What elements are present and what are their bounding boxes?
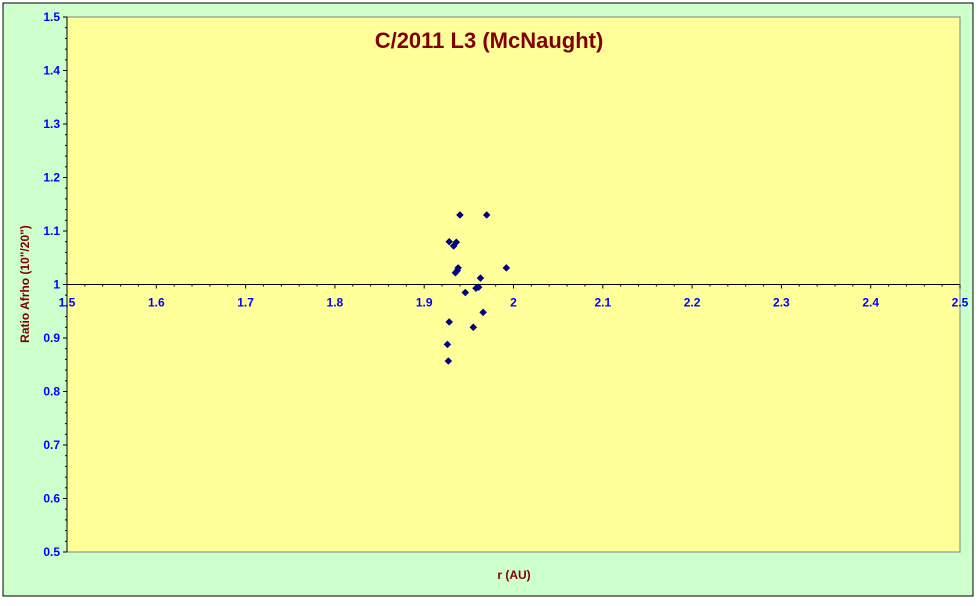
x-tick-label: 1.5 (59, 296, 76, 310)
x-tick-label: 2 (510, 296, 517, 310)
data-point (456, 211, 464, 219)
data-point (454, 264, 462, 272)
x-tick-label: 1.8 (327, 296, 344, 310)
data-point (445, 318, 454, 326)
y-tick-label: 1.4 (43, 64, 60, 78)
x-tick-label: 2.5 (952, 296, 969, 310)
x-tick-label: 2.1 (594, 296, 611, 310)
data-point (479, 308, 487, 317)
data-point (476, 274, 485, 282)
data-points (443, 211, 511, 365)
ticks: 0.5 0.6 0.7 0.8 0.9 1 1.1 1.2 1.3 1.4 1.5 1.5 1.6 1.7… (43, 10, 968, 559)
x-tick-label: 2.4 (862, 296, 879, 310)
y-tick-label: 0.8 (43, 385, 60, 399)
data-point (461, 288, 470, 297)
x-axis-title: r (AU) (497, 568, 530, 582)
x-tick-label: 1.6 (148, 296, 165, 310)
data-point (452, 238, 461, 247)
data-point (443, 340, 452, 349)
y-tick-label: 0.5 (43, 545, 60, 559)
y-tick-label: 1.2 (43, 171, 60, 185)
data-point (445, 237, 454, 246)
y-tick-label: 1 (53, 278, 60, 292)
y-tick-label: 0.6 (43, 492, 60, 506)
x-tick-label: 1.9 (416, 296, 433, 310)
data-point (502, 264, 511, 272)
chart-title: C/2011 L3 (McNaught) (375, 28, 604, 53)
data-point (482, 211, 491, 219)
data-point (469, 323, 478, 332)
y-tick-label: 0.9 (43, 331, 60, 345)
y-tick-label: 1.5 (43, 10, 60, 24)
y-tick-label: 0.7 (43, 438, 60, 452)
y-axis-title: Ratio Afrho (10"/20") (18, 225, 32, 343)
x-tick-label: 2.2 (684, 296, 701, 310)
x-tick-label: 1.7 (237, 296, 254, 310)
data-point (474, 283, 483, 292)
x-tick-label: 2.3 (773, 296, 790, 310)
y-tick-label: 1.3 (43, 117, 60, 131)
data-point (444, 357, 453, 365)
y-tick-label: 1.1 (43, 224, 60, 238)
